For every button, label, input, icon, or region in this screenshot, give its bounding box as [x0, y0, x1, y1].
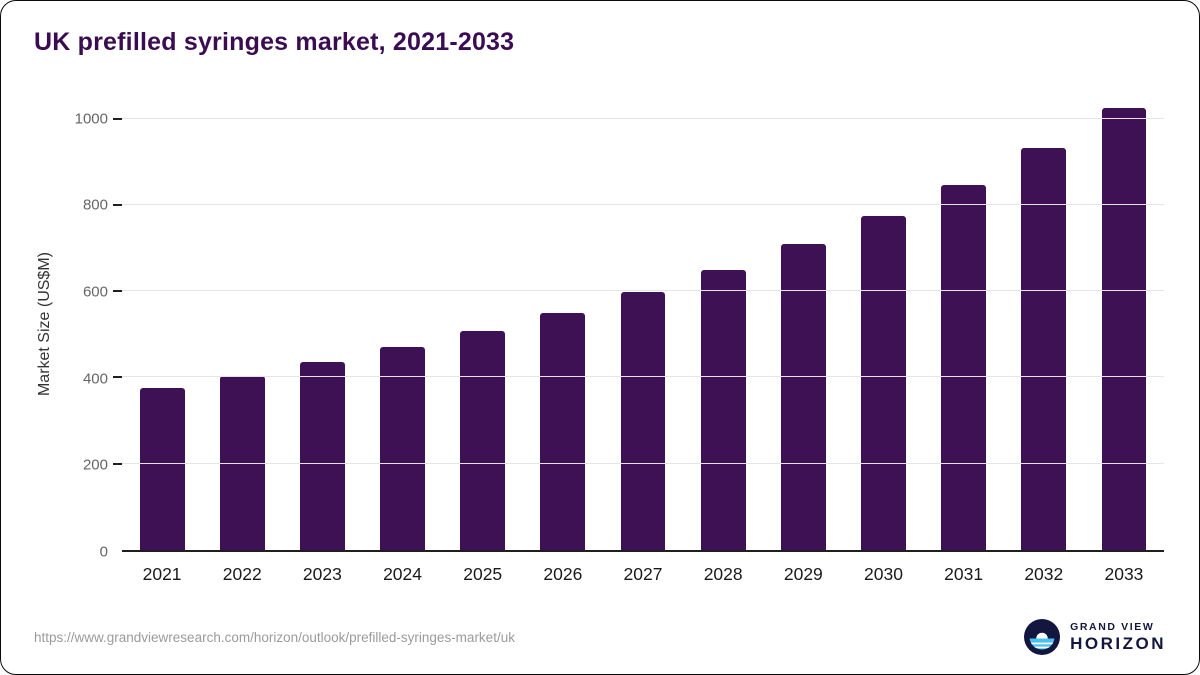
bar-2024: [380, 347, 425, 550]
y-tick-label-1000: 1000: [74, 110, 108, 128]
x-tick-label-2022: 2022: [222, 563, 262, 584]
bar-2028: [700, 269, 746, 550]
x-tick-label-2033: 2033: [1104, 563, 1144, 584]
x-tick-label-2029: 2029: [783, 563, 823, 584]
horizon-sunset-circle-icon: [1024, 619, 1061, 655]
x-tick-label-2025: 2025: [463, 563, 503, 584]
x-tick-label-2026: 2026: [543, 563, 583, 584]
bar-slot-2023: [282, 97, 362, 550]
bar-slot-2028: [683, 97, 763, 550]
bar-2029: [780, 243, 826, 550]
footer: https://www.grandviewresearch.com/horizo…: [0, 619, 1200, 675]
y-tick-label-0: 0: [99, 543, 108, 561]
y-tickmark-200: [113, 462, 122, 465]
y-axis-ticks: 0 200 400 600 800 1000: [60, 97, 110, 560]
bar-slot-2026: [523, 97, 603, 550]
y-tickmark-400: [113, 376, 122, 379]
bar-slot-2033: [1084, 97, 1164, 550]
bar-2026: [540, 312, 586, 550]
gridline-1000: [122, 117, 1164, 119]
bar-slot-2031: [924, 97, 1004, 550]
y-tick-label-400: 400: [82, 370, 108, 388]
bar-2025: [460, 331, 506, 550]
y-tickmark-800: [113, 203, 122, 206]
brand-name-top: GRAND VIEW: [1070, 620, 1155, 633]
x-tick-label-2030: 2030: [864, 563, 903, 584]
x-tick-label-2024: 2024: [383, 563, 423, 584]
plot-area: [113, 97, 1164, 552]
bar-2023: [299, 361, 345, 550]
bar-slot-2032: [1004, 97, 1084, 550]
x-axis-labels: 2021 2022 2023 2024 2025 2026 2027 2028 2029 2030…: [122, 552, 1164, 596]
x-tick-label-2021: 2021: [142, 563, 182, 584]
y-axis-title: Market Size (US$M): [36, 252, 53, 397]
bar-slot-2030: [843, 97, 923, 550]
x-tick-label-2031: 2031: [944, 563, 984, 584]
bar-2031: [941, 184, 987, 550]
y-tickmark-600: [113, 290, 122, 293]
bars-row: [122, 97, 1164, 550]
x-tick-label-2028: 2028: [703, 563, 743, 584]
x-tick-label-2027: 2027: [623, 563, 663, 584]
bar-2033: [1101, 108, 1147, 550]
gridline-800: [122, 203, 1164, 205]
chart: Market Size (US$M) 0 200 400 600 800 1000 202…: [30, 97, 1164, 596]
chart-title: UK prefilled syringes market, 2021-2033: [34, 28, 515, 56]
y-tick-label-600: 600: [82, 283, 108, 301]
bar-slot-2021: [122, 97, 202, 550]
bar-slot-2022: [202, 97, 282, 550]
bar-2030: [861, 215, 906, 550]
gridline-600: [122, 290, 1164, 292]
bar-2032: [1021, 148, 1067, 550]
x-tick-label-2032: 2032: [1024, 563, 1064, 584]
bar-2027: [620, 292, 666, 550]
bar-slot-2024: [362, 97, 442, 550]
gridline-400: [122, 376, 1164, 378]
bar-slot-2029: [763, 97, 843, 550]
y-tick-label-200: 200: [82, 456, 108, 474]
gridline-200: [122, 462, 1164, 464]
y-tickmark-1000: [113, 117, 122, 120]
bar-2021: [139, 387, 185, 550]
x-tick-label-2023: 2023: [302, 563, 342, 584]
bar-slot-2025: [443, 97, 523, 550]
bar-slot-2027: [603, 97, 683, 550]
brand-name-bottom: HORIZON: [1070, 633, 1166, 653]
y-tick-label-800: 800: [82, 196, 108, 214]
source-url: https://www.grandviewresearch.com/horizo…: [34, 629, 515, 645]
brand-logo: GRAND VIEW HORIZON: [1024, 619, 1166, 655]
